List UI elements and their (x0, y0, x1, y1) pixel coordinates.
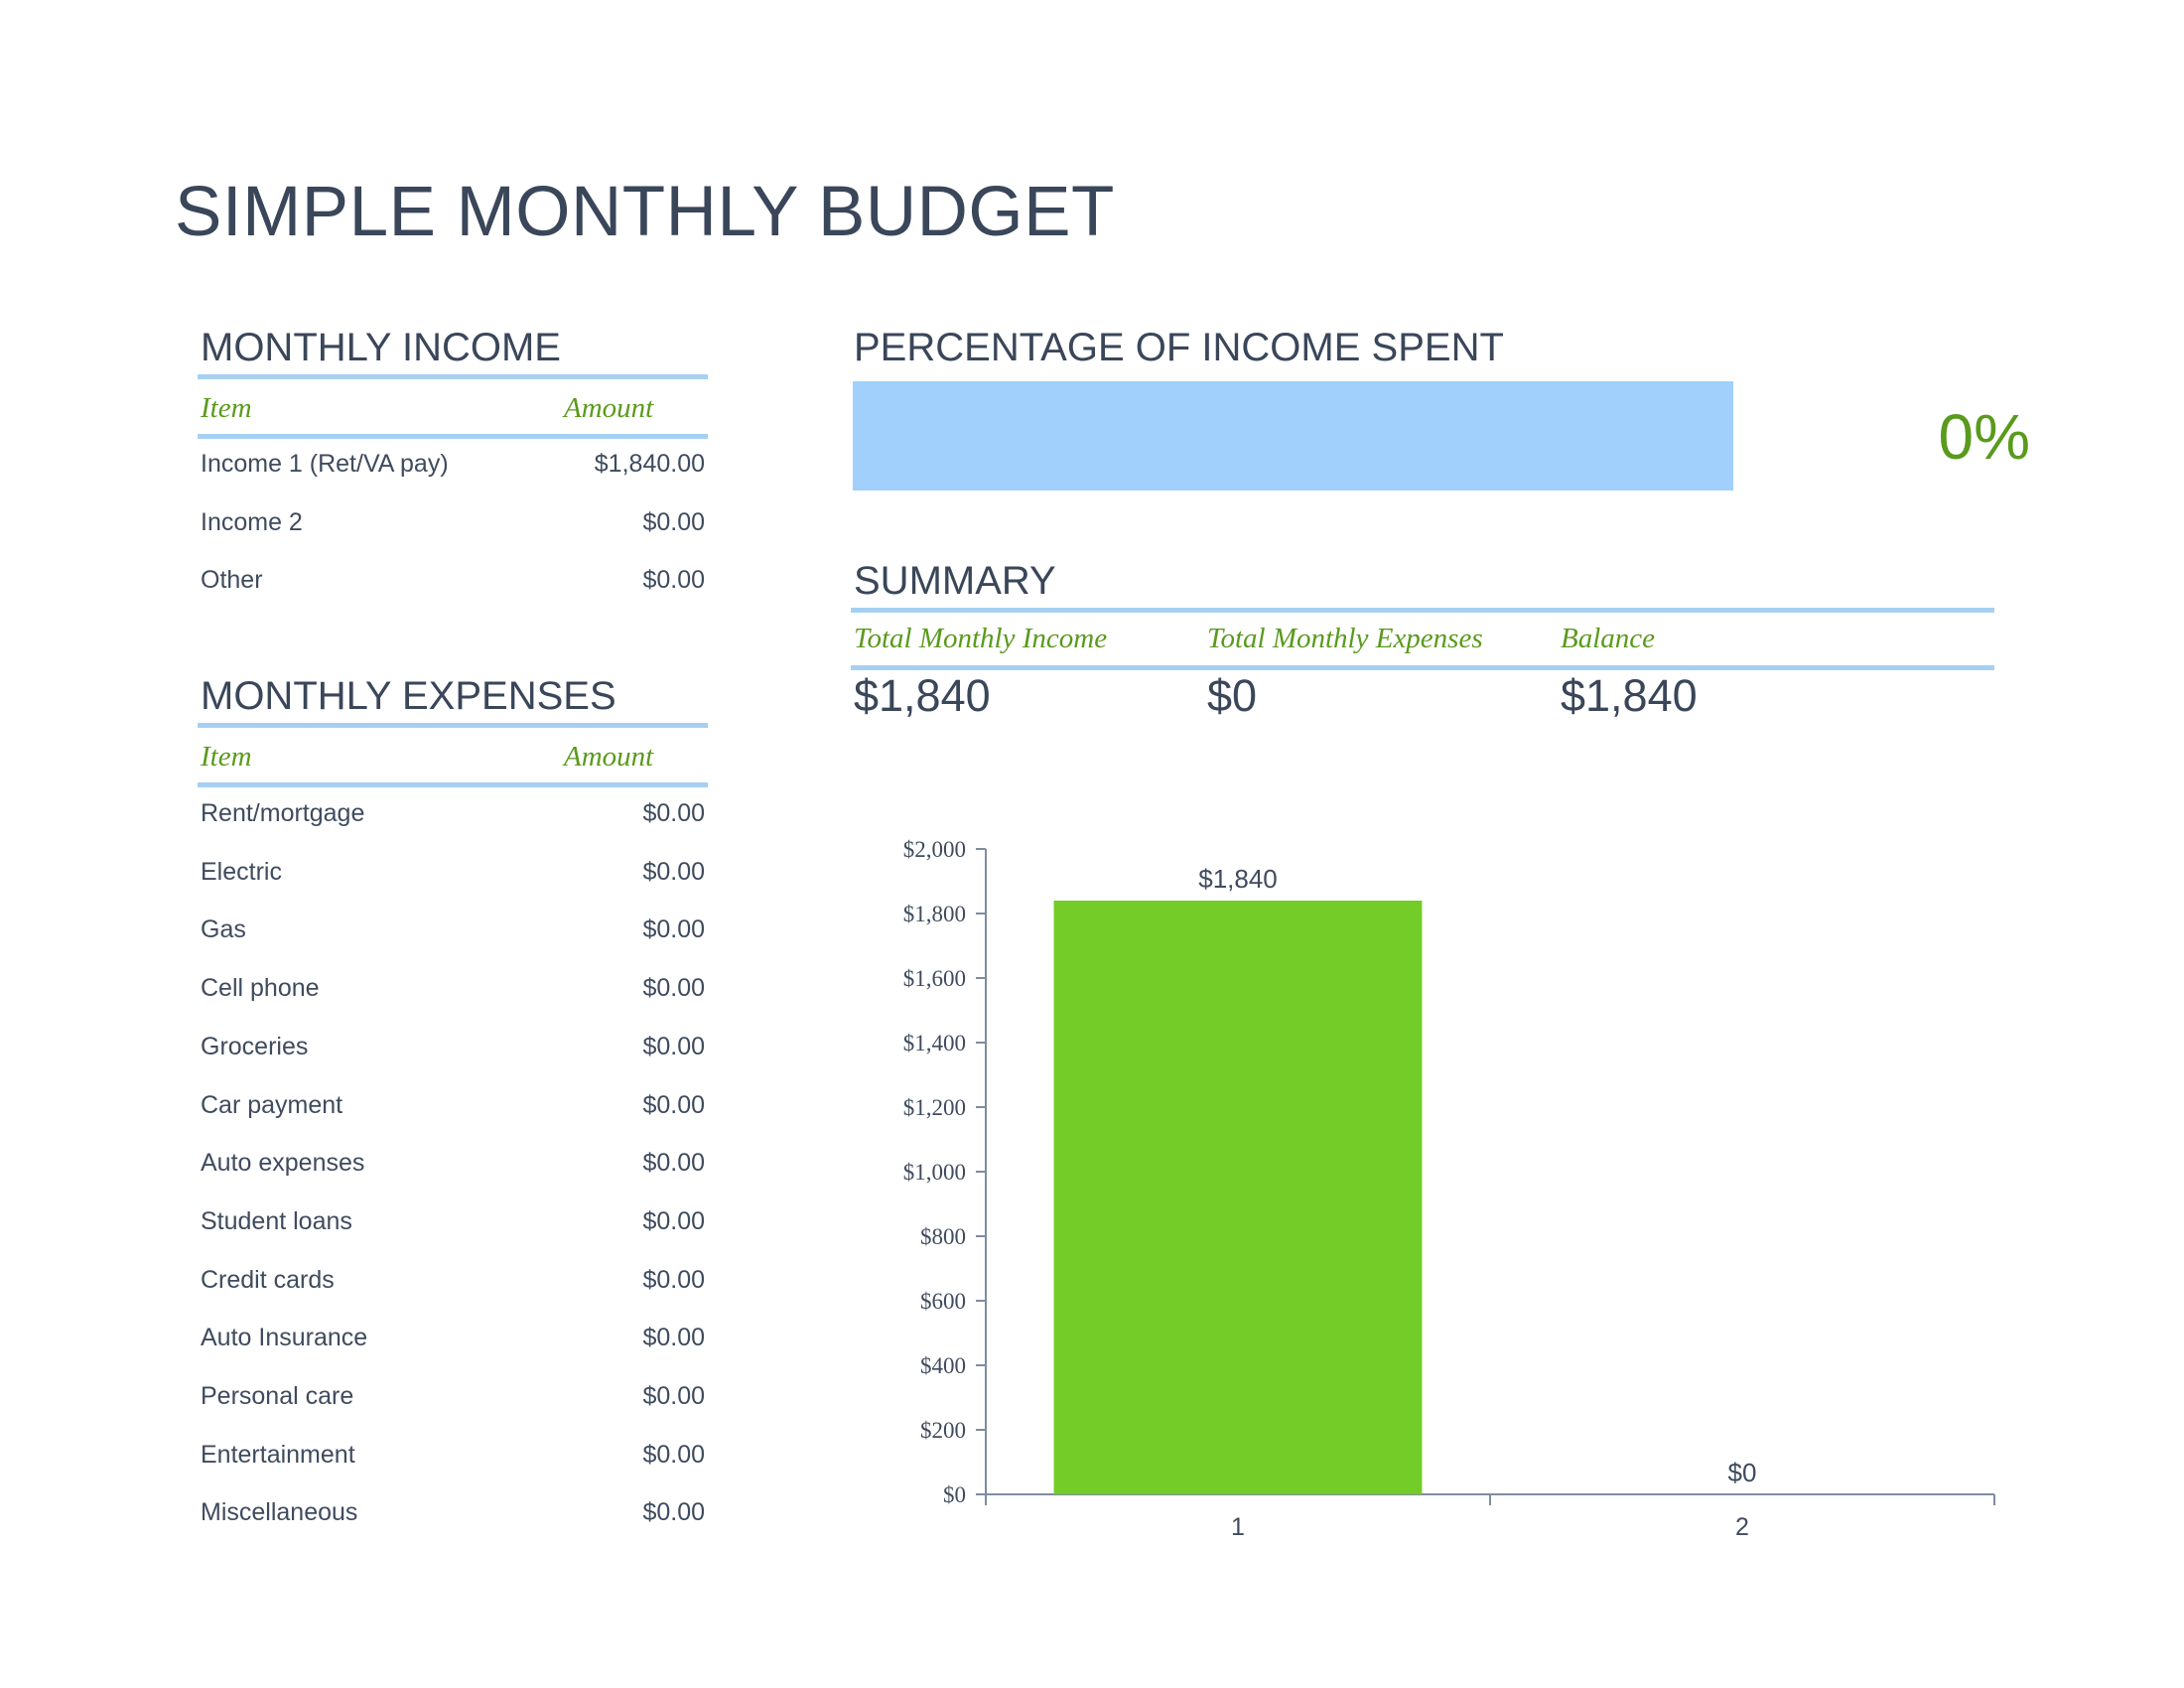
summary-top-rule (851, 608, 1994, 613)
expenses-row: Groceries $0.00 (201, 1032, 705, 1074)
income-header-rule (198, 434, 708, 439)
page-title: SIMPLE MONTHLY BUDGET (175, 173, 1115, 251)
bar-1 (1053, 901, 1423, 1494)
x-tick-label: 1 (1231, 1513, 1245, 1541)
expenses-col-item: Item (201, 741, 252, 773)
expenses-item-label: Personal care (201, 1382, 354, 1410)
summary-balance-label: Balance (1561, 623, 1656, 654)
expenses-item-amount: $0.00 (642, 915, 705, 944)
summary-header-rule (851, 665, 1994, 670)
summary-income-label: Total Monthly Income (854, 623, 1108, 654)
income-col-item: Item (201, 392, 252, 424)
expenses-row: Gas $0.00 (201, 917, 705, 957)
summary-heading: SUMMARY (854, 559, 1056, 603)
y-tick-label: $600 (920, 1289, 966, 1314)
expenses-item-label: Electric (201, 857, 282, 886)
percentage-bar (853, 381, 1733, 491)
expenses-item-amount: $0.00 (642, 1382, 705, 1410)
expenses-heading: MONTHLY EXPENSES (201, 674, 616, 718)
income-heading: MONTHLY INCOME (201, 326, 561, 369)
summary-income-value: $1,840 (854, 670, 991, 721)
expenses-item-amount: $0.00 (642, 1440, 705, 1469)
expenses-row: Rent/mortgage $0.00 (201, 801, 705, 841)
expenses-item-amount: $0.00 (642, 799, 705, 827)
y-tick-label: $0 (943, 1482, 966, 1507)
expenses-top-rule (198, 723, 708, 728)
percentage-heading: PERCENTAGE OF INCOME SPENT (854, 326, 1504, 369)
income-item-label: Income 2 (201, 507, 303, 536)
expenses-row: Student loans $0.00 (201, 1206, 705, 1249)
expenses-row: Auto expenses $0.00 (201, 1151, 705, 1191)
expenses-row: Electric $0.00 (201, 857, 705, 900)
income-row: Income 2 $0.00 (201, 507, 705, 550)
income-item-label: Income 1 (Ret/VA pay) (201, 450, 449, 478)
expenses-row: Car payment $0.00 (201, 1090, 705, 1133)
expenses-row: Miscellaneous $0.00 (201, 1500, 705, 1540)
expenses-item-label: Auto expenses (201, 1149, 365, 1178)
y-tick-label: $1,800 (903, 902, 966, 926)
x-tick-label: 2 (1735, 1513, 1749, 1541)
income-row: Other $0.00 (201, 568, 705, 608)
expenses-item-label: Student loans (201, 1206, 352, 1235)
income-item-amount: $0.00 (642, 566, 705, 595)
income-item-amount: $1,840.00 (594, 450, 705, 478)
y-tick-label: $2,000 (903, 837, 966, 862)
expenses-item-amount: $0.00 (642, 1498, 705, 1527)
expenses-item-amount: $0.00 (642, 1090, 705, 1119)
expenses-item-label: Gas (201, 915, 246, 944)
income-row: Income 1 (Ret/VA pay) $1,840.00 (201, 452, 705, 492)
expenses-item-amount: $0.00 (642, 857, 705, 886)
expenses-row: Entertainment $0.00 (201, 1440, 705, 1482)
summary-balance-value: $1,840 (1561, 670, 1698, 721)
y-tick-label: $1,600 (903, 966, 966, 991)
expenses-item-label: Car payment (201, 1090, 343, 1119)
expenses-item-amount: $0.00 (642, 1324, 705, 1352)
income-item-amount: $0.00 (642, 507, 705, 536)
expenses-row: Cell phone $0.00 (201, 976, 705, 1016)
expenses-col-amount: Amount (564, 741, 654, 773)
expenses-item-amount: $0.00 (642, 1149, 705, 1178)
expenses-item-amount: $0.00 (642, 974, 705, 1003)
y-tick-label: $400 (920, 1353, 966, 1378)
income-top-rule (198, 374, 708, 379)
expenses-row: Personal care $0.00 (201, 1384, 705, 1424)
income-item-label: Other (201, 566, 263, 595)
summary-expenses-label: Total Monthly Expenses (1207, 623, 1483, 654)
expenses-item-label: Entertainment (201, 1440, 355, 1469)
expenses-row: Credit cards $0.00 (201, 1265, 705, 1308)
expenses-item-amount: $0.00 (642, 1206, 705, 1235)
expenses-item-label: Cell phone (201, 974, 320, 1003)
y-tick-label: $800 (920, 1224, 966, 1249)
expenses-row: Auto Insurance $0.00 (201, 1326, 705, 1365)
expenses-item-amount: $0.00 (642, 1265, 705, 1294)
expenses-item-amount: $0.00 (642, 1032, 705, 1060)
expenses-item-label: Miscellaneous (201, 1498, 358, 1527)
y-tick-label: $1,400 (903, 1031, 966, 1055)
y-tick-label: $200 (920, 1418, 966, 1443)
expenses-item-label: Auto Insurance (201, 1324, 368, 1352)
bar-data-label: $1,840 (1198, 864, 1278, 894)
expenses-header-rule (198, 782, 708, 787)
income-col-amount: Amount (564, 392, 654, 424)
expenses-item-label: Groceries (201, 1032, 309, 1060)
summary-expenses-value: $0 (1207, 670, 1258, 721)
y-tick-label: $1,200 (903, 1095, 966, 1120)
expenses-item-label: Credit cards (201, 1265, 335, 1294)
percentage-value: 0% (1938, 401, 2031, 473)
y-tick-label: $1,000 (903, 1160, 966, 1185)
expenses-item-label: Rent/mortgage (201, 799, 365, 827)
bar-data-label: $0 (1728, 1458, 1757, 1487)
income-expenses-bar-chart: $0 $200 $400 $600 $800 $1,000 $1,200 $1,400 $1,6… (903, 837, 1995, 1541)
